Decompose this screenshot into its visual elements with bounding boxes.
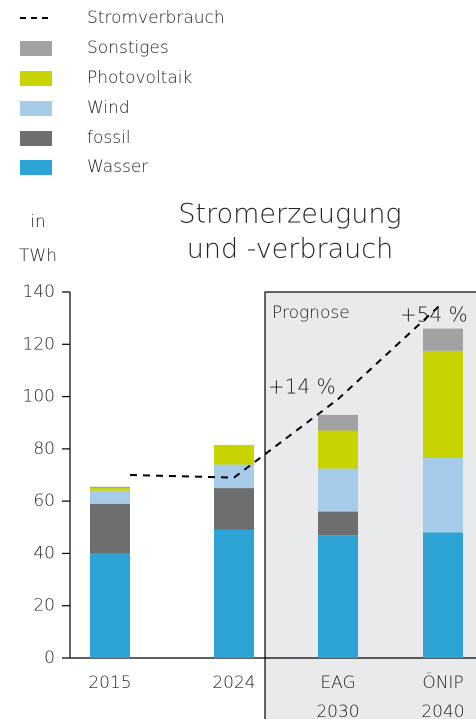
- chart-title: Stromerzeugung: [178, 199, 401, 230]
- y-tick-label: 20: [33, 596, 55, 616]
- legend-label: Sonstiges: [87, 38, 169, 58]
- x-tick-label: 2030: [316, 702, 359, 719]
- y-tick-label: 100: [23, 387, 55, 407]
- bar-segment: [90, 503, 130, 554]
- bar-segment: [318, 535, 358, 658]
- bar-segment: [423, 532, 463, 658]
- bar-segment: [423, 328, 463, 351]
- bar-segment: [90, 490, 130, 504]
- y-axis-label: TWh: [19, 246, 57, 266]
- bar-segment: [90, 553, 130, 658]
- y-tick-label: 60: [33, 491, 55, 511]
- legend-swatch: [20, 41, 52, 56]
- legend-swatch: [20, 160, 52, 175]
- bar-segment: [214, 529, 254, 658]
- y-tick-label: 140: [23, 282, 55, 302]
- legend-label: Photovoltaik: [87, 68, 192, 88]
- y-tick-label: 0: [44, 648, 55, 668]
- bar-segment: [423, 458, 463, 533]
- bar-segment: [90, 488, 130, 491]
- legend-swatch: [20, 131, 52, 146]
- annotation: +14 %: [268, 375, 336, 399]
- x-tick-label: 2024: [212, 673, 255, 693]
- legend-swatch: [20, 71, 52, 86]
- consumption-line: [129, 301, 444, 479]
- x-tick-label: EAG: [320, 673, 355, 693]
- legend-label: Wind: [87, 98, 130, 118]
- bar-segment: [318, 468, 358, 512]
- chart-title: und -verbrauch: [187, 234, 394, 265]
- bar-segment: [318, 511, 358, 536]
- forecast-label: Prognose: [272, 303, 350, 323]
- y-tick-label: 80: [33, 439, 55, 459]
- legend-swatch: [20, 101, 52, 116]
- bar-segment: [214, 488, 254, 530]
- x-tick-label: 2015: [88, 673, 131, 693]
- y-tick-label: 120: [23, 334, 55, 354]
- annotation: +54 %: [400, 303, 468, 327]
- bar-segment: [423, 350, 463, 459]
- bar-segment: [214, 444, 254, 465]
- bar-segment: [318, 414, 358, 431]
- x-tick-label: 2040: [421, 702, 464, 719]
- legend-label: Wasser: [87, 157, 148, 177]
- legend-label: fossil: [87, 128, 131, 148]
- y-tick-label: 40: [33, 543, 55, 563]
- y-axis-label: in: [30, 212, 46, 232]
- x-tick-label: ÖNIP: [422, 671, 463, 693]
- bar-segment: [90, 486, 130, 489]
- legend-label: Stromverbrauch: [87, 8, 225, 28]
- bar-segment: [318, 430, 358, 469]
- bar-segment: [214, 464, 254, 489]
